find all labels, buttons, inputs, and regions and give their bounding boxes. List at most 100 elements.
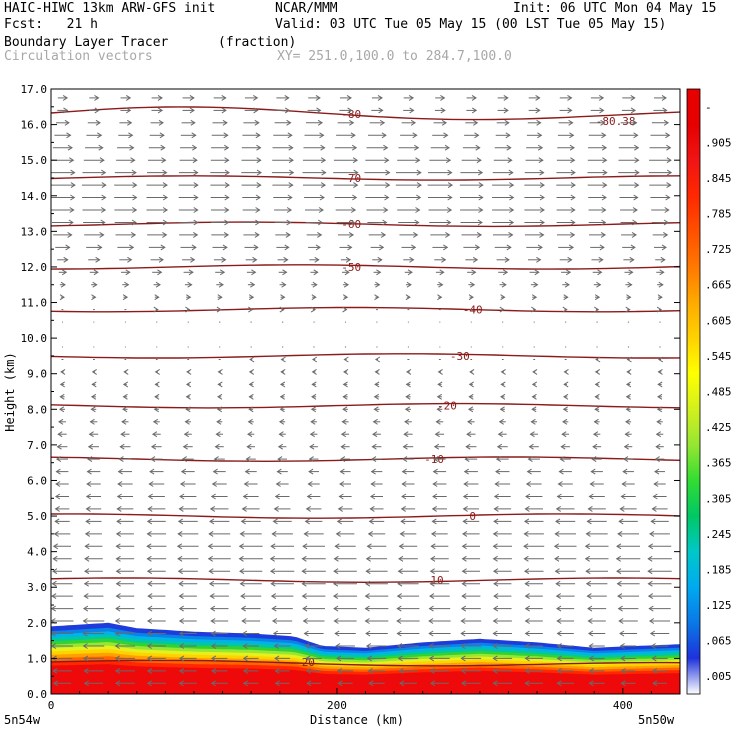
wind-vector-head <box>210 618 216 624</box>
wind-vector-head <box>337 505 343 512</box>
wind-vector-head <box>319 132 325 139</box>
wind-vector-head <box>147 593 153 600</box>
wind-vector-head <box>248 381 254 388</box>
wind-vector-head <box>60 368 66 375</box>
wind-vector-head <box>286 207 293 213</box>
wind-vector-head <box>474 244 481 251</box>
wind-vector-head <box>563 368 569 375</box>
temperature-contour <box>51 221 680 228</box>
wind-vector-head <box>591 456 597 463</box>
wind-vector-head <box>408 94 415 101</box>
field-name: Boundary Layer Tracer <box>4 35 169 50</box>
wind-vector-head <box>556 493 562 500</box>
wind-vector-head <box>154 393 160 400</box>
wind-vector-head <box>622 468 628 475</box>
colorbar-label: .005 <box>705 670 732 683</box>
wind-vector-head <box>620 493 626 500</box>
wind-vector-head <box>507 157 513 164</box>
wind-vector-head <box>278 431 284 438</box>
wind-vector-head <box>57 431 63 438</box>
wind-vector-head <box>207 543 213 550</box>
wind-vector-head <box>570 219 576 226</box>
wind-vector-head <box>224 157 230 164</box>
wind-vector-head <box>343 356 349 363</box>
wind-vector-head <box>430 530 437 537</box>
wind-vector-head <box>443 244 449 251</box>
wind-vector-head <box>154 381 160 388</box>
wind-vector-head <box>652 493 658 500</box>
wind-vector-head <box>238 543 244 550</box>
wind-vector-head <box>398 555 404 562</box>
wind-vector-head <box>210 643 217 649</box>
wind-vector-head <box>492 630 498 637</box>
wind-vector-head <box>590 468 596 475</box>
wind-vector-head <box>385 169 391 176</box>
wind-vector-head <box>663 219 669 226</box>
wind-vector-head <box>601 219 607 226</box>
wind-vector-head <box>375 281 381 288</box>
wind-vector-head <box>349 119 355 126</box>
wind-vector-head <box>338 493 344 500</box>
wind-vector-head <box>660 256 666 263</box>
wind-vector-head <box>70 169 76 176</box>
wind-vector-head <box>435 418 441 425</box>
wind-vector-head <box>308 456 314 463</box>
wind-vector-head <box>177 518 184 525</box>
wind-vector-head <box>584 555 590 562</box>
wind-vector-head <box>369 505 375 512</box>
wind-vector-head <box>274 493 280 500</box>
wind-vector-head <box>593 418 599 425</box>
wind-vector-head <box>310 406 317 413</box>
wind-vector-head <box>626 368 632 375</box>
wind-vector-head <box>159 132 165 139</box>
wind-vector-head <box>320 182 327 189</box>
wind-vector-head <box>97 244 103 251</box>
wind-vector-head <box>314 256 320 263</box>
wind-vector-head <box>493 518 499 525</box>
wind-vector-head <box>630 94 636 101</box>
wind-vector-head <box>160 144 166 151</box>
wind-vector-head <box>587 505 593 512</box>
wind-vector-head <box>492 667 498 674</box>
wind-vector-head <box>414 144 420 151</box>
wind-vector-head <box>288 157 294 164</box>
wind-vector-head <box>339 456 346 463</box>
wind-vector-head <box>150 456 156 463</box>
wind-vector-head <box>256 157 262 164</box>
wind-vector-head <box>618 518 624 525</box>
wind-vector-head <box>412 132 418 139</box>
wind-vector-head <box>478 207 484 213</box>
wind-vector-head <box>224 144 230 151</box>
wind-vector-head <box>409 107 415 114</box>
wind-vector-head <box>87 456 93 463</box>
wind-vector-head <box>51 580 57 587</box>
wind-vector-head <box>377 94 383 101</box>
wind-vector-head <box>625 406 631 413</box>
wind-vector-head <box>554 568 560 575</box>
wind-vector-head <box>255 207 261 213</box>
wind-vector-head <box>270 543 276 550</box>
wind-vector-head <box>115 680 121 687</box>
wind-vector-head <box>127 119 133 126</box>
wind-vector-head <box>492 643 498 649</box>
wind-vector-head <box>58 418 64 425</box>
wind-vector-head <box>178 630 185 637</box>
wind-vector-head <box>631 231 637 238</box>
wind-vector-head <box>508 231 514 238</box>
wind-vector-head <box>429 580 435 587</box>
wind-vector-head <box>380 231 387 238</box>
wind-vector-head <box>465 443 471 450</box>
wind-vector-head <box>588 643 594 649</box>
wind-vector-head <box>647 593 654 600</box>
wind-vector-head <box>301 568 307 575</box>
wind-vector-head <box>647 555 653 562</box>
y-tick-label: 5.0 <box>27 510 47 523</box>
wind-vector-head <box>85 493 92 500</box>
wind-vector-head <box>279 381 286 388</box>
wind-vector-head <box>342 393 348 400</box>
wind-vector-head <box>599 244 605 251</box>
wind-vector-head <box>281 281 287 288</box>
wind-vector-head <box>256 182 262 189</box>
wind-vector-head <box>278 418 285 425</box>
wind-vector-head <box>666 157 672 164</box>
